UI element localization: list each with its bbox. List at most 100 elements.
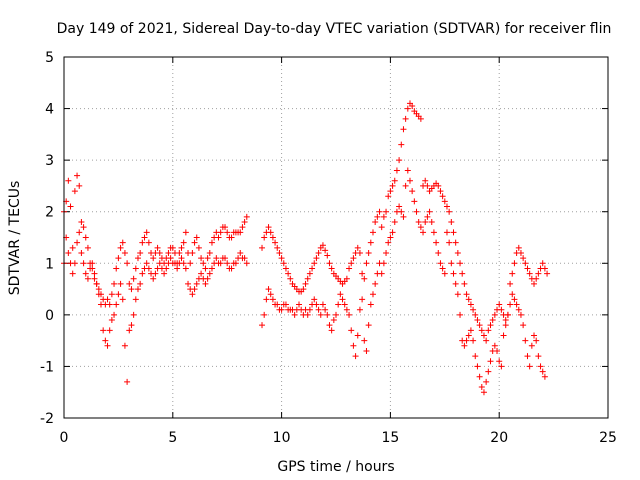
data-point-lower [353, 353, 359, 359]
data-point-lower [400, 214, 406, 220]
data-point-upper [372, 219, 378, 225]
data-point-lower [501, 332, 507, 338]
data-point-lower [85, 276, 91, 282]
data-point-lower [150, 276, 156, 282]
y-tick-label: 5 [45, 50, 54, 66]
data-point-upper [531, 281, 537, 287]
data-point-upper [65, 178, 71, 184]
data-point-lower [396, 204, 402, 210]
data-point-upper [276, 250, 282, 256]
data-point-lower [326, 322, 332, 328]
data-point-upper [283, 265, 289, 271]
data-point-lower [202, 281, 208, 287]
data-point-upper [96, 286, 102, 292]
data-point-lower [496, 358, 502, 364]
data-point-upper [442, 198, 448, 204]
data-point-upper [490, 317, 496, 323]
data-point-lower [118, 281, 124, 287]
data-point-lower [440, 265, 446, 271]
data-point-lower [316, 307, 322, 313]
data-point-upper [126, 281, 132, 287]
data-point-lower [383, 250, 389, 256]
data-point-lower [542, 374, 548, 380]
data-point-upper [453, 240, 459, 246]
data-point-upper [511, 260, 517, 266]
data-point-upper [279, 255, 285, 261]
data-point-lower [448, 260, 454, 266]
data-point-lower [422, 219, 428, 225]
data-point-lower [307, 307, 313, 313]
data-point-upper [239, 224, 245, 230]
data-point-lower [344, 307, 350, 313]
data-point-upper [244, 214, 250, 220]
data-point-lower [424, 214, 430, 220]
data-point-lower [509, 291, 515, 297]
data-point-lower [416, 219, 422, 225]
data-point-upper [394, 167, 400, 173]
data-point-upper [444, 204, 450, 210]
data-point-upper [76, 183, 82, 189]
data-point-lower [261, 312, 267, 318]
data-point-upper [307, 271, 313, 277]
data-point-upper [107, 302, 113, 308]
data-point-lower [503, 322, 509, 328]
data-point-upper [359, 271, 365, 277]
data-point-lower [437, 260, 443, 266]
data-point-lower [194, 281, 200, 287]
data-point-lower [444, 229, 450, 235]
data-point-upper [305, 276, 311, 282]
data-point-lower [403, 183, 409, 189]
data-point-lower [109, 317, 115, 323]
data-point-upper [381, 214, 387, 220]
data-point-upper [137, 250, 143, 256]
data-point-lower [379, 271, 385, 277]
data-point-lower [366, 322, 372, 328]
data-point-upper [440, 193, 446, 199]
data-point-lower [78, 250, 84, 256]
data-point-lower [98, 302, 104, 308]
data-point-upper [516, 245, 522, 251]
data-point-lower [270, 296, 276, 302]
data-point-lower [461, 343, 467, 349]
data-point-lower [124, 379, 130, 385]
data-point-lower [91, 271, 97, 277]
data-point-upper [477, 322, 483, 328]
data-point-lower [518, 312, 524, 318]
data-point-lower [131, 312, 137, 318]
data-point-upper [403, 116, 409, 122]
data-point-upper [68, 204, 74, 210]
data-point-upper [461, 281, 467, 287]
data-point-lower [485, 369, 491, 375]
x-tick-label: 25 [599, 430, 617, 446]
data-point-lower [361, 338, 367, 344]
data-point-lower [392, 219, 398, 225]
y-tick-label: 4 [45, 102, 54, 118]
data-point-lower [464, 338, 470, 344]
data-point-lower [318, 312, 324, 318]
data-point-lower [368, 302, 374, 308]
data-point-lower [292, 312, 298, 318]
data-point-lower [259, 322, 265, 328]
data-point-upper [503, 317, 509, 323]
data-point-lower [527, 363, 533, 369]
data-point-upper [348, 260, 354, 266]
data-point-upper [198, 255, 204, 261]
data-point-lower [455, 291, 461, 297]
data-point-upper [270, 235, 276, 241]
data-point-lower [139, 271, 145, 277]
data-point-lower [511, 296, 517, 302]
data-point-lower [174, 265, 180, 271]
data-point-lower [163, 265, 169, 271]
data-point-upper [118, 245, 124, 251]
data-point-lower [435, 250, 441, 256]
data-point-upper [181, 240, 187, 246]
data-point-upper [383, 209, 389, 215]
data-point-lower [457, 312, 463, 318]
data-point-upper [509, 271, 515, 277]
data-point-upper [207, 250, 213, 256]
data-point-lower [192, 286, 198, 292]
data-point-upper [355, 245, 361, 251]
data-point-upper [326, 260, 332, 266]
y-tick-label: 1 [45, 256, 54, 272]
data-point-upper [179, 245, 185, 251]
